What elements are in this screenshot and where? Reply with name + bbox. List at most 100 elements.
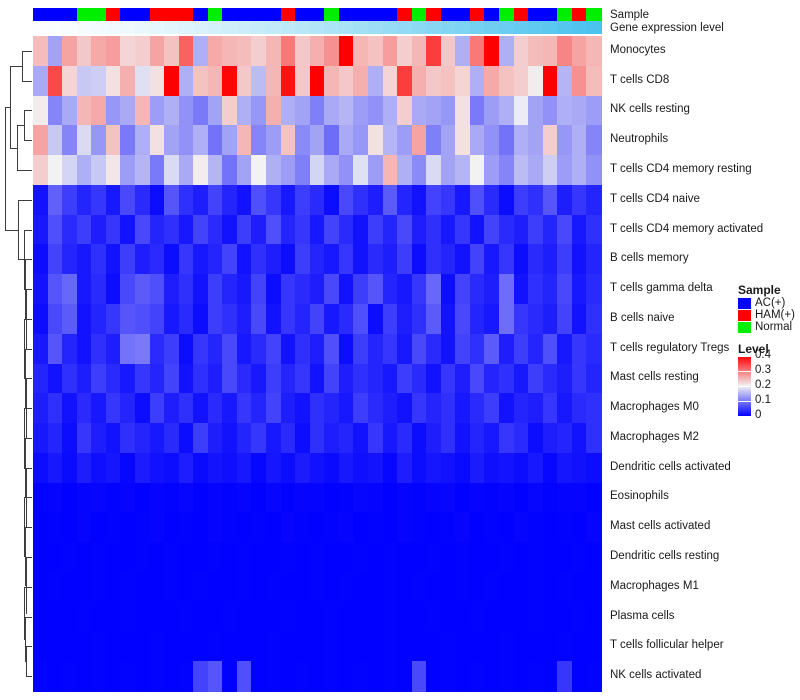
heatmap-cell bbox=[469, 274, 486, 305]
heatmap-cell bbox=[324, 244, 340, 275]
heatmap-cell bbox=[309, 631, 325, 662]
heatmap-cell bbox=[484, 125, 500, 156]
heatmap-cell bbox=[455, 155, 471, 186]
heatmap-cell bbox=[207, 631, 223, 662]
heatmap-cell bbox=[149, 661, 165, 692]
heatmap-cell bbox=[484, 155, 500, 186]
heatmap-cell bbox=[222, 36, 238, 67]
gene-expression-annotation-cell bbox=[542, 21, 558, 34]
heatmap-cell bbox=[47, 95, 63, 126]
heatmap-cell bbox=[91, 95, 107, 126]
row-label: Macrophages M2 bbox=[610, 430, 699, 443]
heatmap-cell bbox=[324, 482, 340, 513]
heatmap-cell bbox=[91, 303, 107, 335]
heatmap-cell bbox=[367, 661, 384, 692]
dendrogram-branch bbox=[24, 497, 25, 557]
legend-tick-mark bbox=[738, 416, 751, 417]
heatmap-cell bbox=[426, 95, 442, 126]
heatmap-cell bbox=[426, 452, 442, 484]
heatmap-cell bbox=[76, 274, 92, 305]
sample-annotation-cell bbox=[33, 8, 49, 21]
heatmap-cell bbox=[105, 333, 121, 365]
heatmap-cell bbox=[469, 571, 486, 603]
dendrogram-branch bbox=[26, 378, 32, 380]
heatmap-cell bbox=[586, 661, 602, 692]
heatmap-cell bbox=[309, 601, 325, 633]
sample-annotation-cell bbox=[295, 8, 311, 21]
heatmap-cell bbox=[178, 601, 194, 633]
heatmap-cell bbox=[266, 452, 282, 484]
heatmap-cell bbox=[222, 184, 238, 216]
sample-annotation-cell bbox=[469, 8, 486, 21]
dendrogram-branch bbox=[24, 318, 32, 320]
heatmap-cell bbox=[367, 333, 384, 365]
heatmap-cell bbox=[105, 631, 121, 662]
dendrogram-branch bbox=[26, 526, 28, 528]
heatmap-cell bbox=[455, 274, 471, 305]
heatmap-cell bbox=[309, 423, 325, 454]
heatmap-cell bbox=[62, 184, 78, 216]
heatmap-cell bbox=[338, 482, 354, 513]
heatmap-cell bbox=[236, 661, 253, 692]
heatmap-cell bbox=[33, 482, 49, 513]
heatmap-cell bbox=[469, 542, 486, 573]
heatmap-cell bbox=[193, 363, 209, 394]
gene-expression-annotation-cell bbox=[236, 21, 253, 34]
heatmap-cell bbox=[455, 542, 471, 573]
heatmap-cell bbox=[411, 244, 427, 275]
heatmap-cell bbox=[499, 631, 515, 662]
heatmap-cell bbox=[149, 393, 165, 424]
dendrogram-branch bbox=[25, 437, 32, 439]
heatmap-cell bbox=[353, 184, 369, 216]
row-label: T cells CD4 memory activated bbox=[610, 222, 764, 235]
dendrogram-branch bbox=[24, 467, 26, 469]
heatmap-cell bbox=[120, 125, 136, 156]
heatmap-cell bbox=[76, 423, 92, 454]
heatmap-cell bbox=[236, 155, 253, 186]
heatmap-cell bbox=[513, 393, 529, 424]
heatmap-cell bbox=[528, 125, 544, 156]
dendrogram-branch bbox=[25, 661, 27, 663]
heatmap-cell bbox=[367, 274, 384, 305]
heatmap-cell bbox=[426, 512, 442, 543]
heatmap-cell bbox=[222, 423, 238, 454]
heatmap-cell bbox=[469, 661, 486, 692]
heatmap-cell bbox=[193, 125, 209, 156]
heatmap-cell bbox=[382, 482, 398, 513]
heatmap-cell bbox=[411, 95, 427, 126]
heatmap-cell bbox=[557, 184, 573, 216]
heatmap-cell bbox=[236, 184, 253, 216]
heatmap-cell bbox=[47, 512, 63, 543]
heatmap-cell bbox=[47, 571, 63, 603]
dendrogram-branch bbox=[18, 199, 19, 260]
heatmap-cell bbox=[484, 512, 500, 543]
legend-tick-label: 0 bbox=[755, 409, 762, 421]
dendrogram-branch bbox=[18, 199, 32, 201]
heatmap-cell bbox=[149, 65, 165, 97]
heatmap-cell bbox=[149, 452, 165, 484]
heatmap-cell bbox=[266, 95, 282, 126]
heatmap-cell bbox=[149, 184, 165, 216]
heatmap-cell bbox=[382, 36, 398, 67]
heatmap-cell bbox=[193, 303, 209, 335]
heatmap-cell bbox=[266, 125, 282, 156]
heatmap-cell bbox=[105, 452, 121, 484]
heatmap-cell bbox=[62, 36, 78, 67]
heatmap-cell bbox=[324, 274, 340, 305]
heatmap-cell bbox=[91, 661, 107, 692]
heatmap-cell bbox=[178, 303, 194, 335]
heatmap-cell bbox=[33, 184, 49, 216]
heatmap-cell bbox=[62, 333, 78, 365]
heatmap-cell bbox=[353, 542, 369, 573]
heatmap-cell bbox=[105, 274, 121, 305]
row-label: T cells gamma delta bbox=[610, 282, 713, 295]
heatmap-cell bbox=[469, 125, 486, 156]
sample-annotation-cell bbox=[222, 8, 238, 21]
heatmap-cell bbox=[178, 661, 194, 692]
heatmap-cell bbox=[295, 631, 311, 662]
heatmap-cell bbox=[513, 423, 529, 454]
heatmap-cell bbox=[309, 155, 325, 186]
heatmap-cell bbox=[338, 631, 354, 662]
heatmap-cell bbox=[528, 571, 544, 603]
